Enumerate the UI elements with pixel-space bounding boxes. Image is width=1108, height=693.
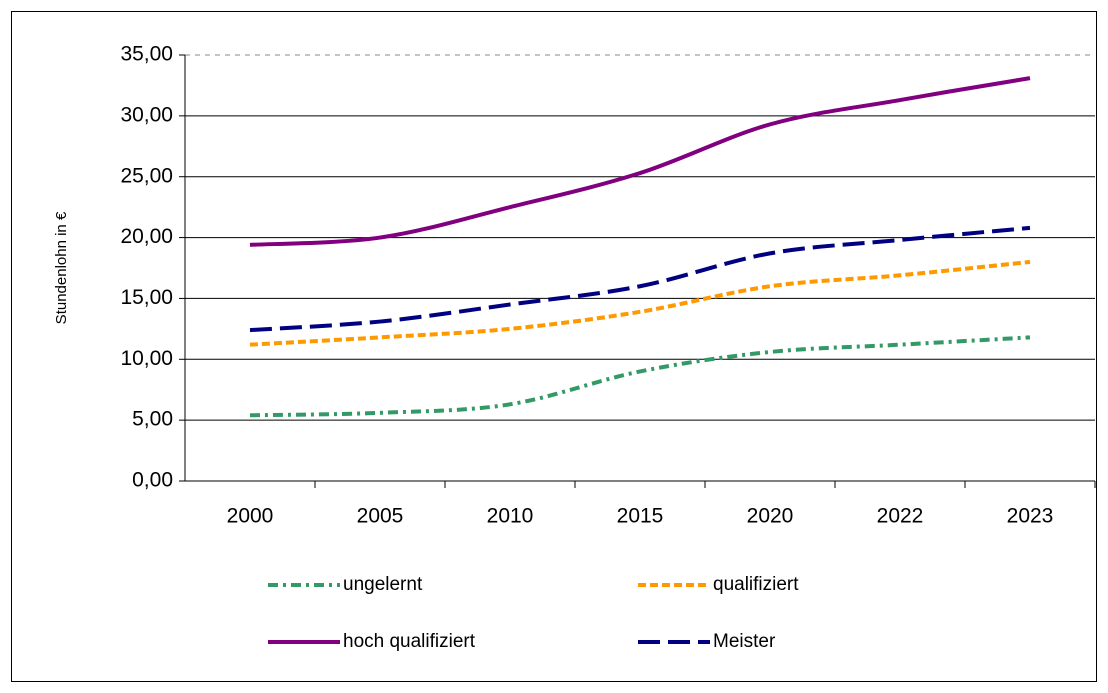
y-tick-label: 20,00 [120,225,173,248]
chart-border [11,11,1097,682]
legend-label: Meister [713,631,776,652]
y-tick-label: 5,00 [132,408,173,431]
series-line [249,259,1031,347]
x-tick-label: 2022 [877,505,924,528]
y-tick-label: 25,00 [120,164,173,187]
series-line [249,76,1031,247]
x-tick-label: 2005 [357,505,404,528]
x-tick-label: 2023 [1007,505,1054,528]
legend-label: ungelernt [343,574,423,595]
series-line [249,225,1031,333]
y-tick-label: 0,00 [132,469,173,492]
y-tick-label: 10,00 [120,347,173,370]
legend-label: hoch qualifiziert [343,631,476,652]
legend-label: qualifiziert [713,574,799,595]
x-tick-label: 2010 [487,505,534,528]
y-tick-label: 15,00 [120,286,173,309]
x-tick-label: 2000 [227,505,274,528]
series-line [249,335,1031,418]
x-tick-label: 2020 [747,505,794,528]
x-tick-label: 2015 [617,505,664,528]
y-tick-label: 30,00 [120,103,173,126]
y-axis-label: Stundenlohn in € [53,211,70,324]
y-tick-label: 35,00 [120,43,173,66]
